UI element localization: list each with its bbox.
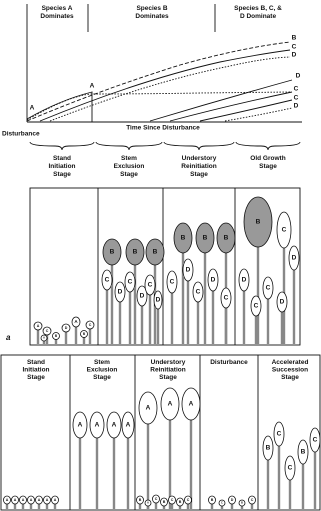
curve-label: C — [292, 44, 297, 51]
curve-d3 — [225, 108, 292, 121]
brace — [30, 142, 94, 150]
diagram: Species ADominates Species BDominates Spec… — [0, 0, 321, 511]
tree-label: C — [221, 501, 223, 505]
tree-label: B — [179, 500, 182, 504]
tree-label: C — [148, 282, 153, 289]
curve-c2 — [170, 92, 292, 121]
tree-label: A — [14, 498, 17, 502]
tree-label: B — [256, 219, 261, 226]
curve-label: A — [90, 83, 95, 90]
curve-c — [40, 50, 290, 121]
curve-d2 — [150, 80, 292, 121]
tree-label: B — [203, 235, 208, 242]
tree-label: A — [146, 405, 151, 412]
tree-label: A — [54, 498, 57, 502]
tree-label: C — [46, 329, 49, 333]
tree-label: C — [251, 498, 254, 502]
tree-label: D — [211, 277, 216, 284]
tree-label: A — [95, 422, 100, 429]
curve-b — [27, 42, 290, 121]
tree-label: B — [241, 501, 243, 505]
tree-label: A — [30, 498, 33, 502]
tree-label: A — [22, 498, 25, 502]
origin-label: Disturbance — [2, 131, 40, 138]
brace — [236, 142, 300, 150]
tree-label: D — [140, 293, 145, 300]
tree-label: C — [266, 285, 271, 292]
tree-label: D — [65, 326, 68, 330]
curve-label: D — [294, 103, 299, 110]
tree-label: C — [89, 323, 92, 327]
tree-label: C — [187, 498, 190, 502]
tree-label: D — [156, 297, 161, 304]
tree-label: A — [78, 422, 83, 429]
page: Species ADominates Species BDominates Spec… — [0, 0, 321, 511]
tree-label: C — [171, 498, 174, 502]
tree-label: B — [211, 498, 214, 502]
tree-label: B — [266, 445, 271, 452]
tree-label: B — [163, 500, 166, 504]
x-axis-label: Time Since Disturbance — [126, 125, 200, 132]
tree-label: D — [118, 289, 123, 296]
tree-label: D — [186, 267, 191, 274]
brace — [164, 142, 234, 150]
stage-label: UnderstoryReinitiationStage — [150, 359, 185, 381]
tree-label: A — [38, 498, 41, 502]
tree-label: C — [128, 279, 133, 286]
brace — [96, 142, 162, 150]
tree-label: A — [189, 401, 194, 408]
tree-label: A — [6, 498, 9, 502]
tree-label: A — [147, 501, 149, 505]
tree-label: C — [224, 295, 229, 302]
tree-label: B — [133, 249, 138, 256]
tree-label: A — [46, 498, 49, 502]
tree-label: C — [196, 289, 201, 296]
curve-label: A — [30, 105, 35, 112]
stage-label: StemExclusionStage — [114, 155, 145, 178]
panel-letter: a — [6, 333, 11, 342]
curve-label: D — [292, 52, 297, 59]
tree-label: C — [277, 431, 282, 438]
curve-a2 — [27, 92, 290, 120]
tree-label: B — [110, 249, 115, 256]
tree-label: A — [126, 422, 131, 429]
curve-label: D — [296, 73, 301, 80]
tree-label: B — [224, 235, 229, 242]
tree-label: C — [313, 437, 318, 444]
stage-label: Disturbance — [210, 359, 248, 366]
tree-label: C — [254, 303, 259, 310]
curve-d — [50, 57, 290, 121]
tree-label: B — [181, 235, 186, 242]
tree-label: C — [288, 465, 293, 472]
header-label: Species B, C, &D Dominate — [234, 5, 282, 20]
tree-label: A — [43, 336, 45, 340]
tree-label: D — [242, 277, 247, 284]
tree-label: C — [282, 227, 287, 234]
curve-label: C — [294, 95, 299, 102]
tree-label: B — [301, 449, 306, 456]
curve-label: C — [294, 86, 299, 93]
tree-label: B — [153, 249, 158, 256]
tree-label: A — [168, 401, 173, 408]
tree-label: C — [155, 497, 158, 501]
tree-label: C — [105, 277, 110, 284]
tree-label: D — [280, 299, 285, 306]
tree-label: A — [37, 324, 40, 328]
tree-label: A — [112, 422, 117, 429]
tree-label: B — [139, 498, 142, 502]
curve-label: B — [292, 35, 297, 42]
tree-label: D — [231, 498, 234, 502]
tree-label: C — [170, 279, 175, 286]
tree-label: D — [292, 255, 297, 262]
